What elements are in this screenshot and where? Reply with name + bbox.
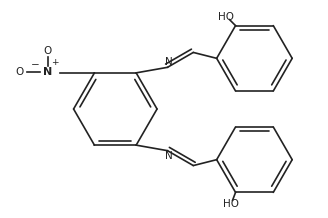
Text: −: − (31, 60, 39, 70)
Text: HO: HO (223, 199, 238, 209)
Text: +: + (51, 58, 58, 67)
Text: N: N (165, 151, 172, 161)
Text: N: N (165, 57, 172, 67)
Text: HO: HO (217, 12, 234, 22)
Text: N: N (43, 67, 52, 77)
Text: O: O (16, 67, 24, 77)
Text: O: O (44, 46, 52, 56)
